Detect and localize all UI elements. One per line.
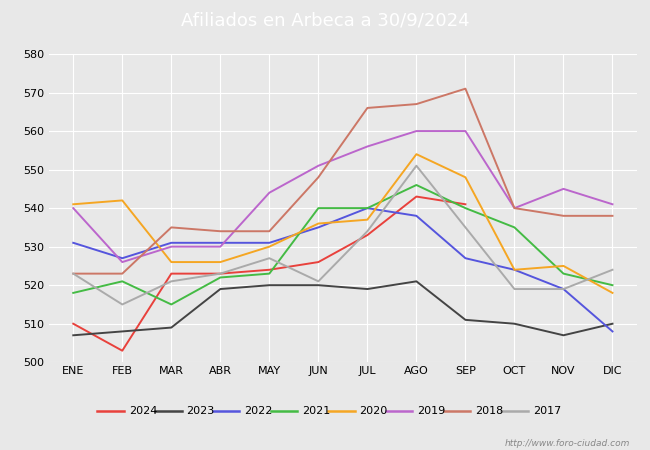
Text: http://www.foro-ciudad.com: http://www.foro-ciudad.com (505, 439, 630, 448)
Text: 2021: 2021 (302, 405, 330, 416)
Text: 2018: 2018 (475, 405, 503, 416)
Text: Afiliados en Arbeca a 30/9/2024: Afiliados en Arbeca a 30/9/2024 (181, 11, 469, 29)
Text: 2019: 2019 (417, 405, 445, 416)
Text: 2020: 2020 (359, 405, 388, 416)
Text: 2023: 2023 (187, 405, 214, 416)
Text: 2017: 2017 (532, 405, 561, 416)
Text: 2024: 2024 (129, 405, 157, 416)
Text: 2022: 2022 (244, 405, 272, 416)
